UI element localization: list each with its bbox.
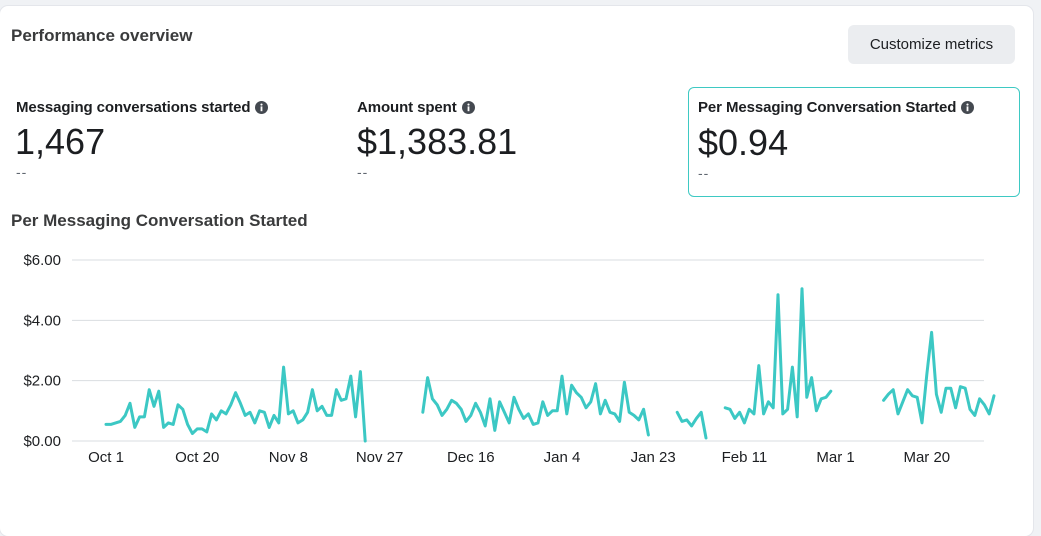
metric-comparison: --	[698, 165, 710, 181]
panel-title: Performance overview	[11, 26, 193, 45]
x-tick-label: Mar 20	[903, 449, 950, 466]
x-tick-label: Oct 1	[88, 449, 124, 466]
chart-title: Per Messaging Conversation Started	[11, 211, 308, 230]
y-tick-label: $6.00	[23, 252, 61, 269]
y-tick-label: $2.00	[23, 373, 61, 390]
info-icon[interactable]	[461, 101, 475, 114]
metric-card-conversations[interactable]: Messaging conversations started 1,467 --	[9, 89, 329, 195]
metric-value: 1,467	[15, 121, 106, 162]
metric-label: Amount spent	[357, 99, 457, 116]
metric-comparison: --	[16, 164, 28, 180]
x-tick-label: Oct 20	[175, 449, 219, 466]
x-tick-label: Dec 16	[447, 449, 495, 466]
series-line-segment	[723, 287, 833, 425]
line-chart[interactable]: $0.00 $2.00 $4.00 $6.00 Oct 1 Oct 20 Nov 8 Nov…	[0, 0, 1041, 518]
metric-value: $1,383.81	[357, 121, 518, 162]
series-line-segment	[675, 410, 708, 440]
x-tick-label: Nov 8	[269, 449, 308, 466]
performance-overview-card	[0, 6, 1033, 536]
x-tick-label: Jan 4	[544, 449, 581, 466]
metric-label: Per Messaging Conversation Started	[698, 99, 957, 116]
x-tick-label: Feb 11	[722, 449, 768, 466]
info-icon[interactable]	[255, 101, 269, 114]
metric-card-amount-spent[interactable]: Amount spent $1,383.81 --	[349, 89, 669, 195]
customize-metrics-button[interactable]: Customize metrics	[848, 25, 1015, 64]
metric-value: $0.94	[698, 122, 789, 163]
x-tick-label: Jan 23	[631, 449, 676, 466]
metric-comparison: --	[357, 164, 369, 180]
y-tick-label: $4.00	[23, 312, 61, 329]
info-icon[interactable]	[961, 101, 975, 114]
metric-label: Messaging conversations started	[16, 99, 251, 116]
series-line-segment	[882, 330, 996, 425]
metric-card-cost-per-conversation[interactable]: Per Messaging Conversation Started $0.94…	[688, 87, 1020, 197]
y-tick-label: $0.00	[23, 433, 61, 450]
series-line-segment	[421, 374, 650, 437]
x-tick-label: Nov 27	[356, 449, 404, 466]
x-tick-label: Mar 1	[816, 449, 854, 466]
series-line-segment	[104, 365, 367, 443]
